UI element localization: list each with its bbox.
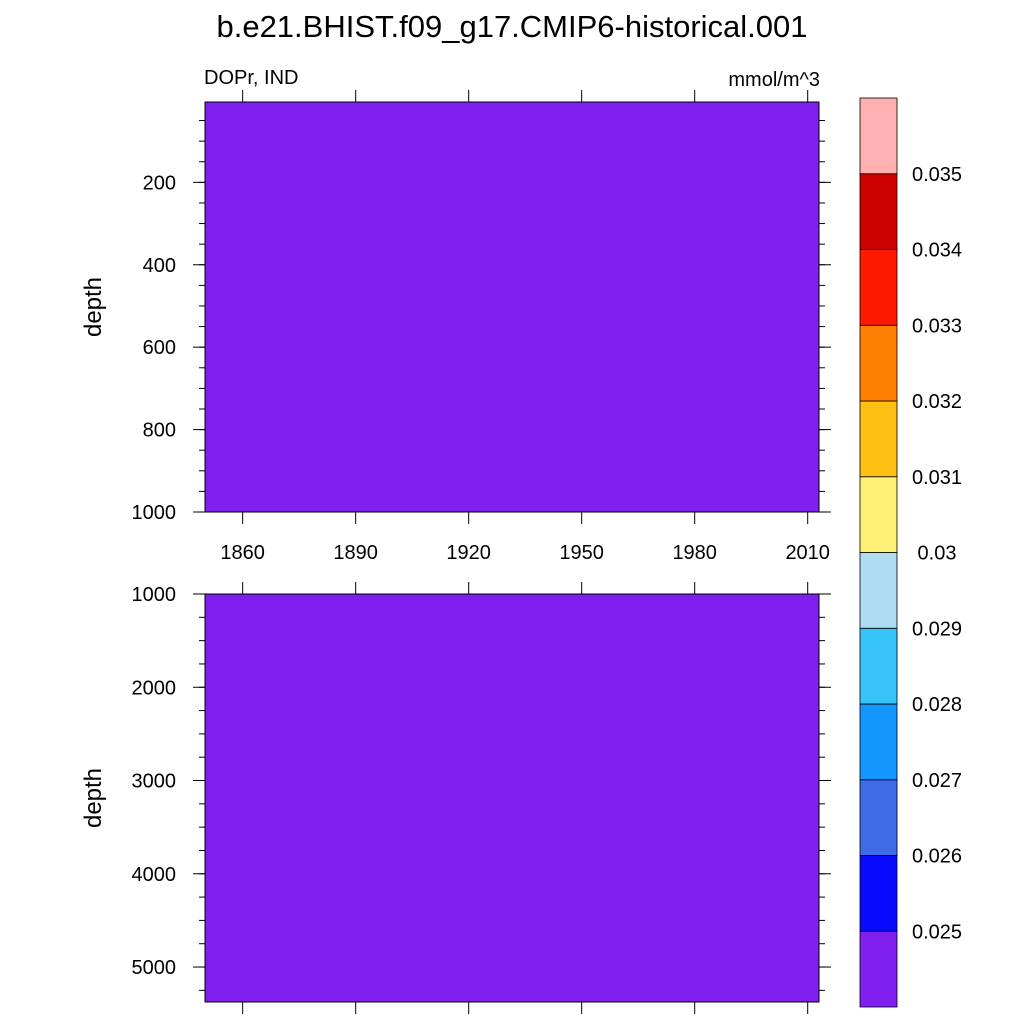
x-tick-label: 2010 xyxy=(785,542,830,564)
colorbar-label: 0.025 xyxy=(912,921,962,943)
colorbar-swatch xyxy=(859,173,898,250)
colorbar-label: 0.027 xyxy=(912,770,962,792)
lower-panel: 1000 2000 3000 4000 5000 depth xyxy=(80,582,831,1014)
colorbar-swatch xyxy=(859,703,898,781)
upper-field xyxy=(205,102,819,512)
y-tick-label: 1000 xyxy=(132,502,177,524)
colorbar-swatch xyxy=(859,627,898,705)
y-tick-label: 800 xyxy=(143,420,176,442)
upper-frame xyxy=(204,101,820,513)
colorbar-swatch xyxy=(859,930,898,1008)
colorbar-label: 0.034 xyxy=(912,240,962,262)
colorbar-swatch xyxy=(859,552,898,629)
colorbar-label: 0.032 xyxy=(912,391,962,413)
x-tick-label: 1920 xyxy=(446,542,491,564)
y-tick-label: 600 xyxy=(143,337,176,359)
y-tick-label: 1000 xyxy=(132,584,177,606)
variable-label: DOPr, IND xyxy=(204,67,298,89)
colorbar-label: 0.033 xyxy=(912,315,962,337)
y-tick-label: 2000 xyxy=(132,677,177,699)
colorbar-swatch xyxy=(859,249,898,326)
colorbar-label: 0.031 xyxy=(912,467,962,489)
lower-field xyxy=(205,594,819,1002)
upper-panel: 1860 1890 1920 1950 1980 2010 200 400 600 800 1000… xyxy=(80,90,831,564)
y-tick-label: 3000 xyxy=(132,771,177,793)
colorbar-label: 0.029 xyxy=(912,618,962,640)
lower-frame xyxy=(204,593,820,1003)
colorbar: 0.025 0.026 0.027 0.028 0.029 0.03 0.031 0.032 0… xyxy=(859,97,962,1008)
colorbar-swatch xyxy=(859,324,898,402)
y-tick-label: 5000 xyxy=(132,957,177,979)
colorbar-label: 0.026 xyxy=(912,846,962,868)
x-tick-label: 1980 xyxy=(672,542,717,564)
colorbar-swatch xyxy=(859,97,898,175)
colorbar-label: 0.035 xyxy=(912,164,962,186)
y-tick-label: 200 xyxy=(143,172,176,194)
colorbar-swatch xyxy=(859,779,898,856)
colorbar-label: 0.028 xyxy=(912,694,962,716)
colorbar-swatch xyxy=(859,476,898,553)
y-axis-label: depth xyxy=(80,277,107,337)
y-tick-label: 400 xyxy=(143,255,176,277)
y-axis-label: depth xyxy=(80,768,107,828)
x-tick-label: 1950 xyxy=(559,542,604,564)
x-tick-label: 1890 xyxy=(333,542,378,564)
units-label: mmol/m^3 xyxy=(728,69,820,91)
colorbar-swatch xyxy=(859,855,898,932)
chart-title: b.e21.BHIST.f09_g17.CMIP6-historical.001 xyxy=(216,9,807,44)
colorbar-label: 0.03 xyxy=(918,543,957,565)
colorbar-swatch xyxy=(859,400,898,478)
y-tick-label: 4000 xyxy=(132,864,177,886)
x-tick-label: 1860 xyxy=(220,542,265,564)
